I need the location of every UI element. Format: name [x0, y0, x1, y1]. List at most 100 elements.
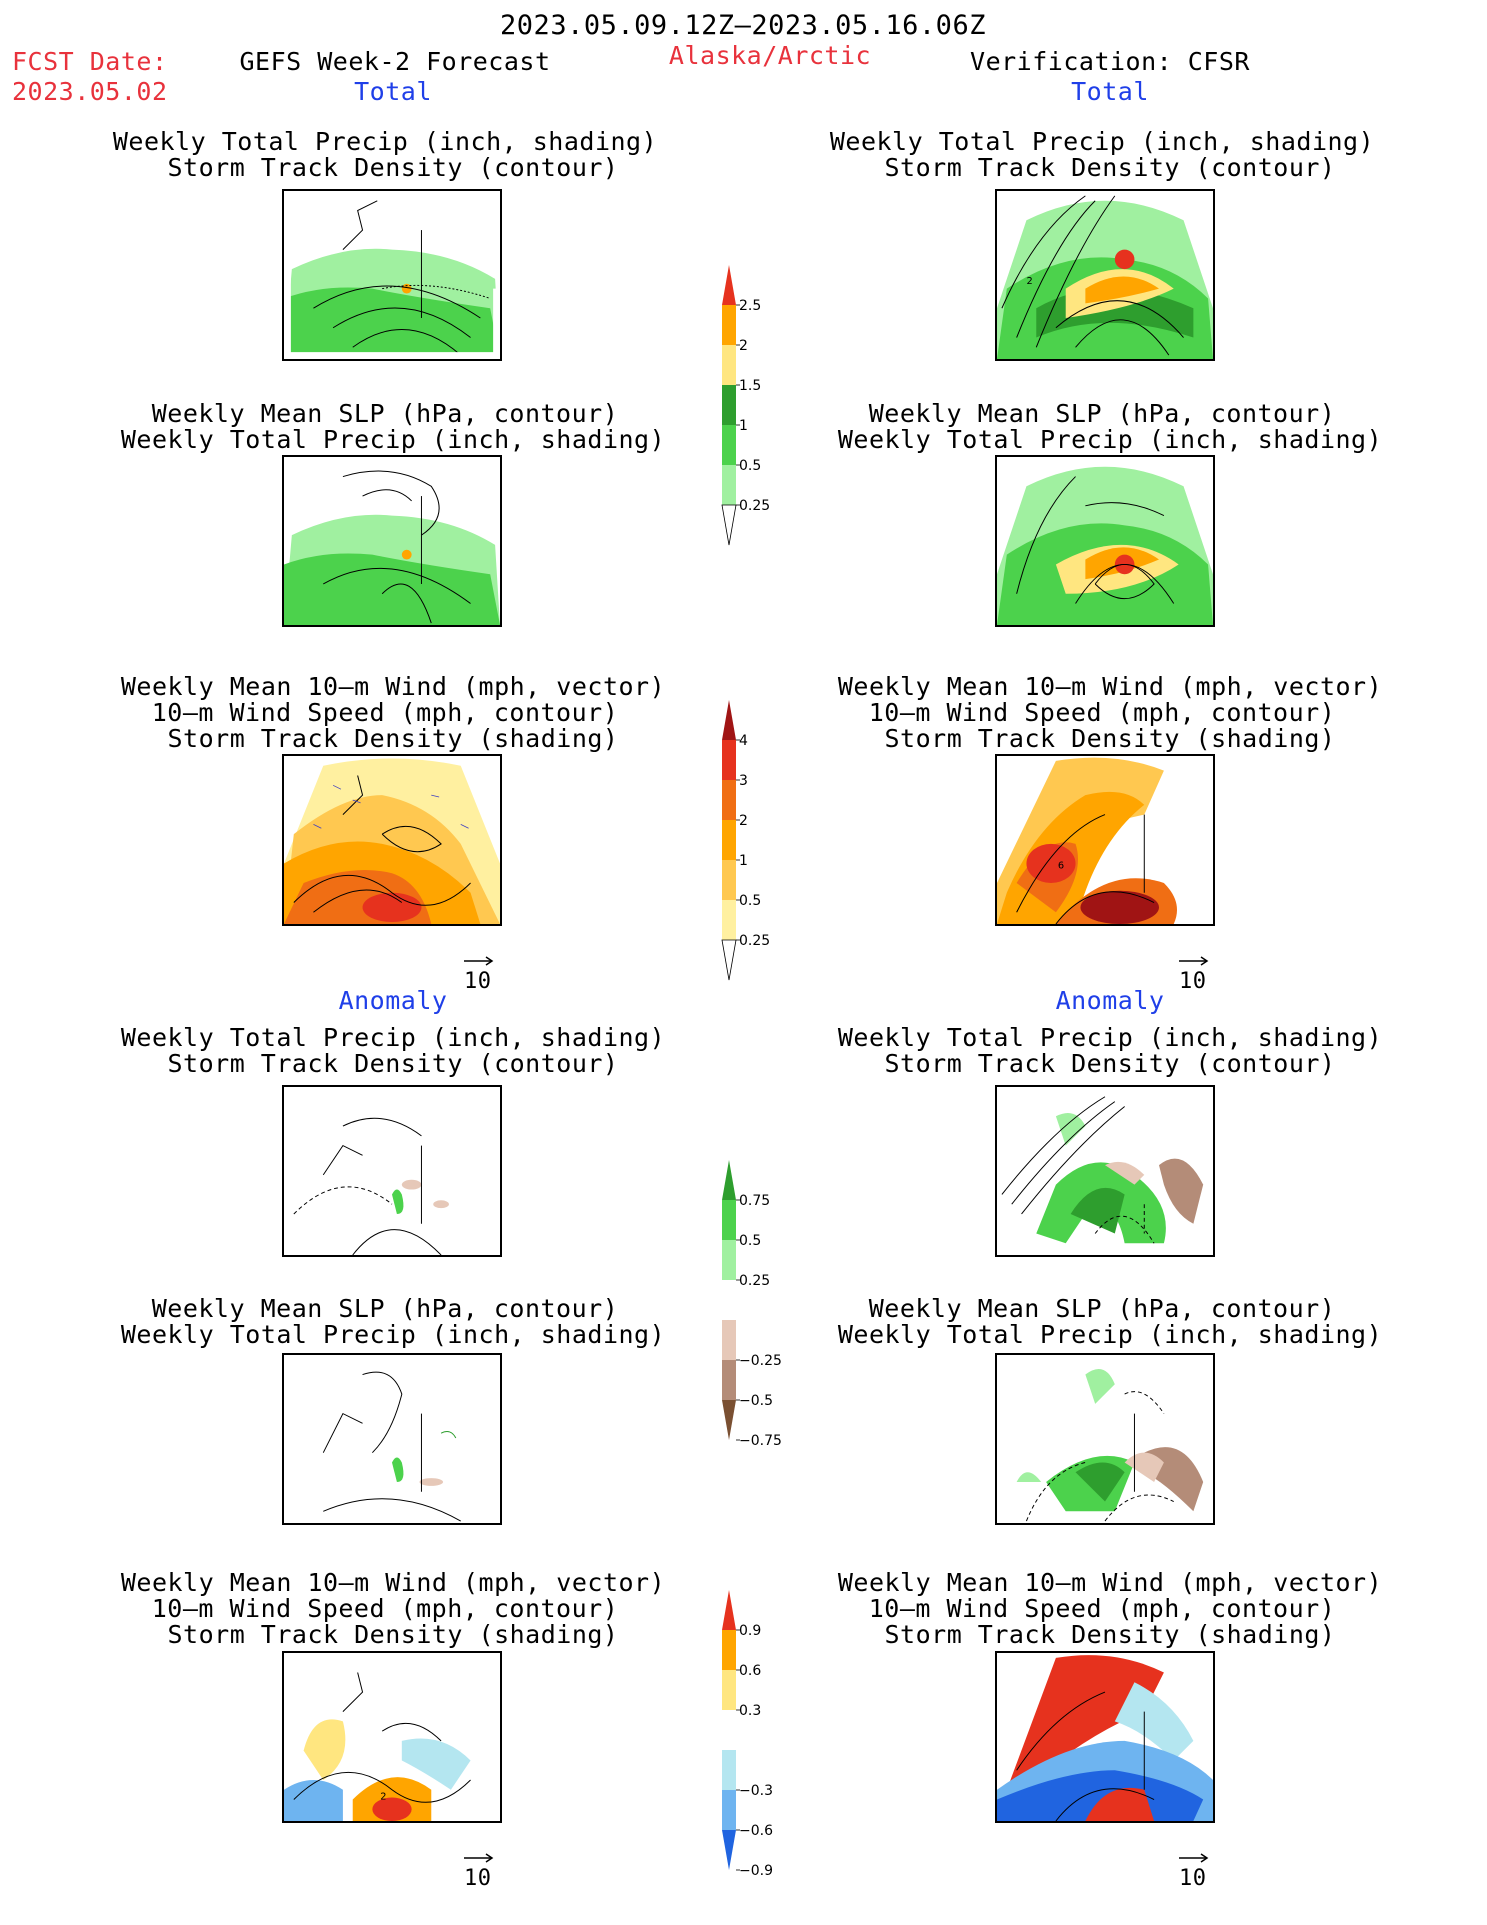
colorbar-tip-top [722, 1160, 736, 1200]
title-r2-right-line2: Weekly Total Precip (inch, shading) [837, 425, 1383, 454]
vector-ref-r6-left: 10 [460, 1852, 500, 1892]
map-r4-left-precip-anomaly [282, 1085, 502, 1257]
map-r4-right-precip-anomaly [995, 1085, 1215, 1257]
date-range-title: 2023.05.09.12Z–2023.05.16.06Z [500, 10, 986, 41]
title-r6-right-line1: Weekly Mean 10–m Wind (mph, vector) [837, 1568, 1383, 1597]
verification-title: Verification: CFSR [970, 47, 1250, 76]
vector-ref-r3-left: 10 [460, 955, 500, 995]
title-r5-right-line1: Weekly Mean SLP (hPa, contour) [868, 1294, 1336, 1323]
colorbar-label: 0.75 [739, 1193, 770, 1209]
colorbar-swatch [722, 1240, 736, 1280]
colorbar-label: −0.9 [739, 1863, 773, 1879]
title-r1-right-line1: Weekly Total Precip (inch, shading) [829, 127, 1375, 156]
map-r6-right-wind-anomaly [995, 1651, 1215, 1823]
colorbar-swatch [722, 305, 736, 345]
colorbar-label: 0.6 [739, 1663, 761, 1679]
colorbar-swatch [722, 465, 736, 505]
map-r2-right-slp-total [995, 455, 1215, 627]
colorbar-label: −0.5 [739, 1393, 773, 1409]
colorbar-label: 2.5 [739, 298, 761, 314]
section-anomaly-right: Anomaly [1055, 986, 1165, 1015]
colorbar-swatch [722, 740, 736, 780]
colorbar-swatch [722, 345, 736, 385]
colorbar-storm-total: 4 3 2 1 0.5 0.25 [721, 700, 770, 981]
colorbar-swatch [722, 780, 736, 820]
colorbar-swatch [722, 1200, 736, 1240]
colorbar-label: 0.5 [739, 458, 761, 474]
fcst-date-value: 2023.05.02 [12, 77, 168, 106]
map-r5-right-slp-anomaly [995, 1353, 1215, 1525]
colorbar-label: −0.25 [739, 1353, 782, 1369]
map-r2-left-slp-total [282, 455, 502, 627]
title-r4-left-line1: Weekly Total Precip (inch, shading) [120, 1023, 666, 1052]
colorbar-label: 0.5 [739, 893, 761, 909]
map-r3-left-wind-total [282, 754, 502, 926]
colorbar-tip-top [722, 265, 736, 305]
title-r2-left-line1: Weekly Mean SLP (hPa, contour) [151, 399, 619, 428]
title-r4-right-line2: Storm Track Density (contour) [884, 1049, 1336, 1078]
title-r1-right-line2: Storm Track Density (contour) [884, 153, 1336, 182]
colorbar-label: 3 [739, 773, 748, 789]
region-title: Alaska/Arctic [668, 41, 872, 70]
title-r6-right-line3: Storm Track Density (shading) [884, 1620, 1336, 1649]
colorbar-precip-anomaly: 0.75 0.5 0.25 −0.25 −0.5 −0.75 [722, 1160, 782, 1449]
colorbar-label: 2 [739, 338, 748, 354]
colorbar-swatch [722, 1280, 736, 1320]
colorbar-label: −0.3 [739, 1783, 773, 1799]
colorbar-label: 1 [739, 418, 748, 434]
title-r6-right-line2: 10–m Wind Speed (mph, contour) [868, 1594, 1336, 1623]
colorbar-label: 1.5 [739, 378, 761, 394]
title-r3-right-line3: Storm Track Density (shading) [884, 724, 1336, 753]
colorbar-label: 0.25 [739, 933, 770, 949]
title-r5-right-line2: Weekly Total Precip (inch, shading) [837, 1320, 1383, 1349]
title-r6-left-line1: Weekly Mean 10–m Wind (mph, vector) [120, 1568, 666, 1597]
colorbar-precip-total: 2.5 2 1.5 1 0.5 0.25 [721, 265, 770, 546]
colorbar-swatch [722, 1630, 736, 1670]
colorbar-tip-top [722, 700, 736, 740]
title-r2-right-line1: Weekly Mean SLP (hPa, contour) [868, 399, 1336, 428]
colorbar-tip-bottom [721, 939, 737, 981]
vector-ref-r6-right: 10 [1175, 1852, 1215, 1892]
vector-ref-label: 10 [464, 1866, 492, 1891]
title-r3-left-line2: 10–m Wind Speed (mph, contour) [151, 698, 619, 727]
map-r3-right-contour-label: 6 [1058, 860, 1064, 871]
arrow-right-icon [1179, 1853, 1209, 1863]
colorbar-label: 0.25 [739, 498, 770, 514]
title-r5-left-line2: Weekly Total Precip (inch, shading) [120, 1320, 666, 1349]
colorbar-label: 1 [739, 853, 748, 869]
colorbar-label: −0.75 [739, 1433, 782, 1449]
colorbar-swatch [722, 820, 736, 860]
title-r2-left-line2: Weekly Total Precip (inch, shading) [120, 425, 666, 454]
colorbar-swatch [722, 860, 736, 900]
colorbar-label: 4 [739, 733, 748, 749]
arrow-right-icon [1179, 956, 1209, 966]
title-r3-left-line1: Weekly Mean 10–m Wind (mph, vector) [120, 672, 666, 701]
section-total-right: Total [1071, 77, 1149, 106]
arrow-right-icon [464, 1853, 494, 1863]
colorbar-tip-bottom [721, 504, 737, 546]
section-anomaly-left: Anomaly [338, 986, 448, 1015]
title-r3-right-line1: Weekly Mean 10–m Wind (mph, vector) [837, 672, 1383, 701]
colorbar-tip-bottom [722, 1400, 736, 1440]
section-total-left: Total [354, 77, 432, 106]
map-r3-right-wind-total: 6 [995, 754, 1215, 926]
colorbar-swatch [722, 1710, 736, 1750]
colorbar-swatch [722, 1360, 736, 1400]
title-r3-left-line3: Storm Track Density (shading) [167, 724, 619, 753]
map-r5-left-slp-anomaly [282, 1353, 502, 1525]
fcst-date-label: FCST Date: [12, 47, 168, 76]
colorbar-label: 0.3 [739, 1703, 761, 1719]
map-r6-left-wind-anomaly: 2 [282, 1651, 502, 1823]
title-r1-left-line2: Storm Track Density (contour) [167, 153, 619, 182]
map-r1-right-precip-total: 2 [995, 189, 1215, 361]
map-r6-left-contour-label: 2 [380, 1792, 386, 1803]
colorbar-tip-bottom [722, 1830, 736, 1870]
map-r1-left-precip-total [282, 189, 502, 361]
colorbar-label: 2 [739, 813, 748, 829]
vector-ref-label: 10 [464, 969, 492, 994]
vector-ref-r3-right: 10 [1175, 955, 1215, 995]
map-r1-right-contour-label: 2 [1026, 276, 1032, 287]
colorbar-swatch [722, 900, 736, 940]
title-r4-right-line1: Weekly Total Precip (inch, shading) [837, 1023, 1383, 1052]
colorbar-label: 0.25 [739, 1273, 770, 1289]
